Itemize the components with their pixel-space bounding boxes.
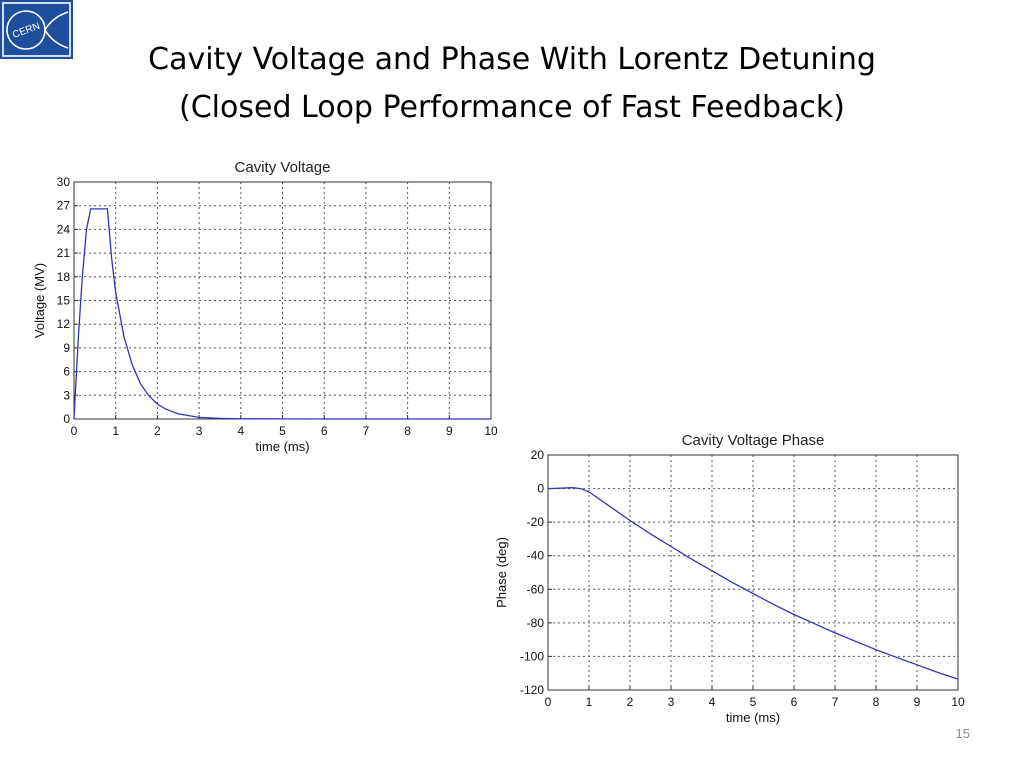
slide-title-line-1: Cavity Voltage and Phase With Lorentz De…	[148, 42, 876, 77]
page-number: 15	[955, 726, 970, 741]
y-tick-label: -80	[527, 616, 545, 630]
x-tick-label: 6	[791, 695, 798, 709]
y-tick-label: 0	[63, 412, 70, 426]
y-tick-label: 15	[57, 294, 71, 308]
y-tick-label: -60	[527, 582, 545, 596]
y-tick-label: 20	[531, 448, 545, 462]
x-tick-label: 7	[832, 695, 839, 709]
y-tick-label: 3	[63, 388, 70, 402]
x-tick-label: 5	[750, 695, 757, 709]
x-tick-label: 10	[484, 424, 498, 438]
y-tick-label: 30	[57, 175, 71, 189]
x-tick-label: 0	[71, 424, 78, 438]
y-tick-label: 27	[57, 199, 71, 213]
y-tick-label: 24	[57, 222, 71, 236]
series-line	[73, 208, 491, 420]
x-tick-label: 2	[627, 695, 634, 709]
y-tick-label: 0	[537, 482, 544, 496]
x-tick-label: 1	[112, 424, 119, 438]
x-tick-label: 4	[709, 695, 716, 709]
y-tick-label: 18	[57, 270, 71, 284]
x-tick-label: 1	[586, 695, 593, 709]
x-tick-label: 3	[668, 695, 675, 709]
x-tick-label: 2	[154, 424, 161, 438]
y-axis-label: Phase (deg)	[494, 537, 509, 608]
x-axis-label: time (ms)	[255, 439, 309, 454]
x-axis-label: time (ms)	[726, 710, 780, 725]
logo-background	[0, 0, 73, 59]
y-tick-label: 6	[63, 365, 70, 379]
y-tick-label: 12	[57, 317, 71, 331]
y-tick-label: 21	[57, 246, 71, 260]
y-axis-label: Voltage (MV)	[32, 263, 47, 338]
y-tick-label: -20	[527, 515, 545, 529]
x-tick-label: 8	[404, 424, 411, 438]
x-tick-label: 9	[446, 424, 453, 438]
slide-title: Cavity Voltage and Phase With Lorentz De…	[80, 36, 944, 132]
x-tick-label: 4	[237, 424, 244, 438]
cavity-voltage-phase-chart: 0 1 2 3 4 5 6 7 8 9 10 20 0 -20 -40 -60 -80 -100 -120 Cavit…	[494, 432, 965, 725]
y-tick-label: -120	[520, 683, 544, 697]
chart-title: Cavity Voltage Phase	[682, 432, 825, 449]
x-tick-label: 8	[873, 695, 880, 709]
y-tick-label: 9	[63, 341, 70, 355]
series-line	[547, 487, 959, 680]
x-tick-label: 9	[914, 695, 921, 709]
x-tick-label: 7	[363, 424, 370, 438]
x-tick-label: 3	[196, 424, 203, 438]
y-tick-label: -40	[527, 549, 545, 563]
x-tick-label: 5	[279, 424, 286, 438]
slide-title-line-2: (Closed Loop Performance of Fast Feedbac…	[179, 90, 845, 125]
x-tick-label: 10	[951, 695, 965, 709]
x-tick-label: 0	[545, 695, 552, 709]
chart-title: Cavity Voltage	[235, 159, 331, 176]
x-tick-label: 6	[321, 424, 328, 438]
y-tick-label: -100	[520, 649, 544, 663]
cern-logo: CERN	[0, 0, 73, 59]
